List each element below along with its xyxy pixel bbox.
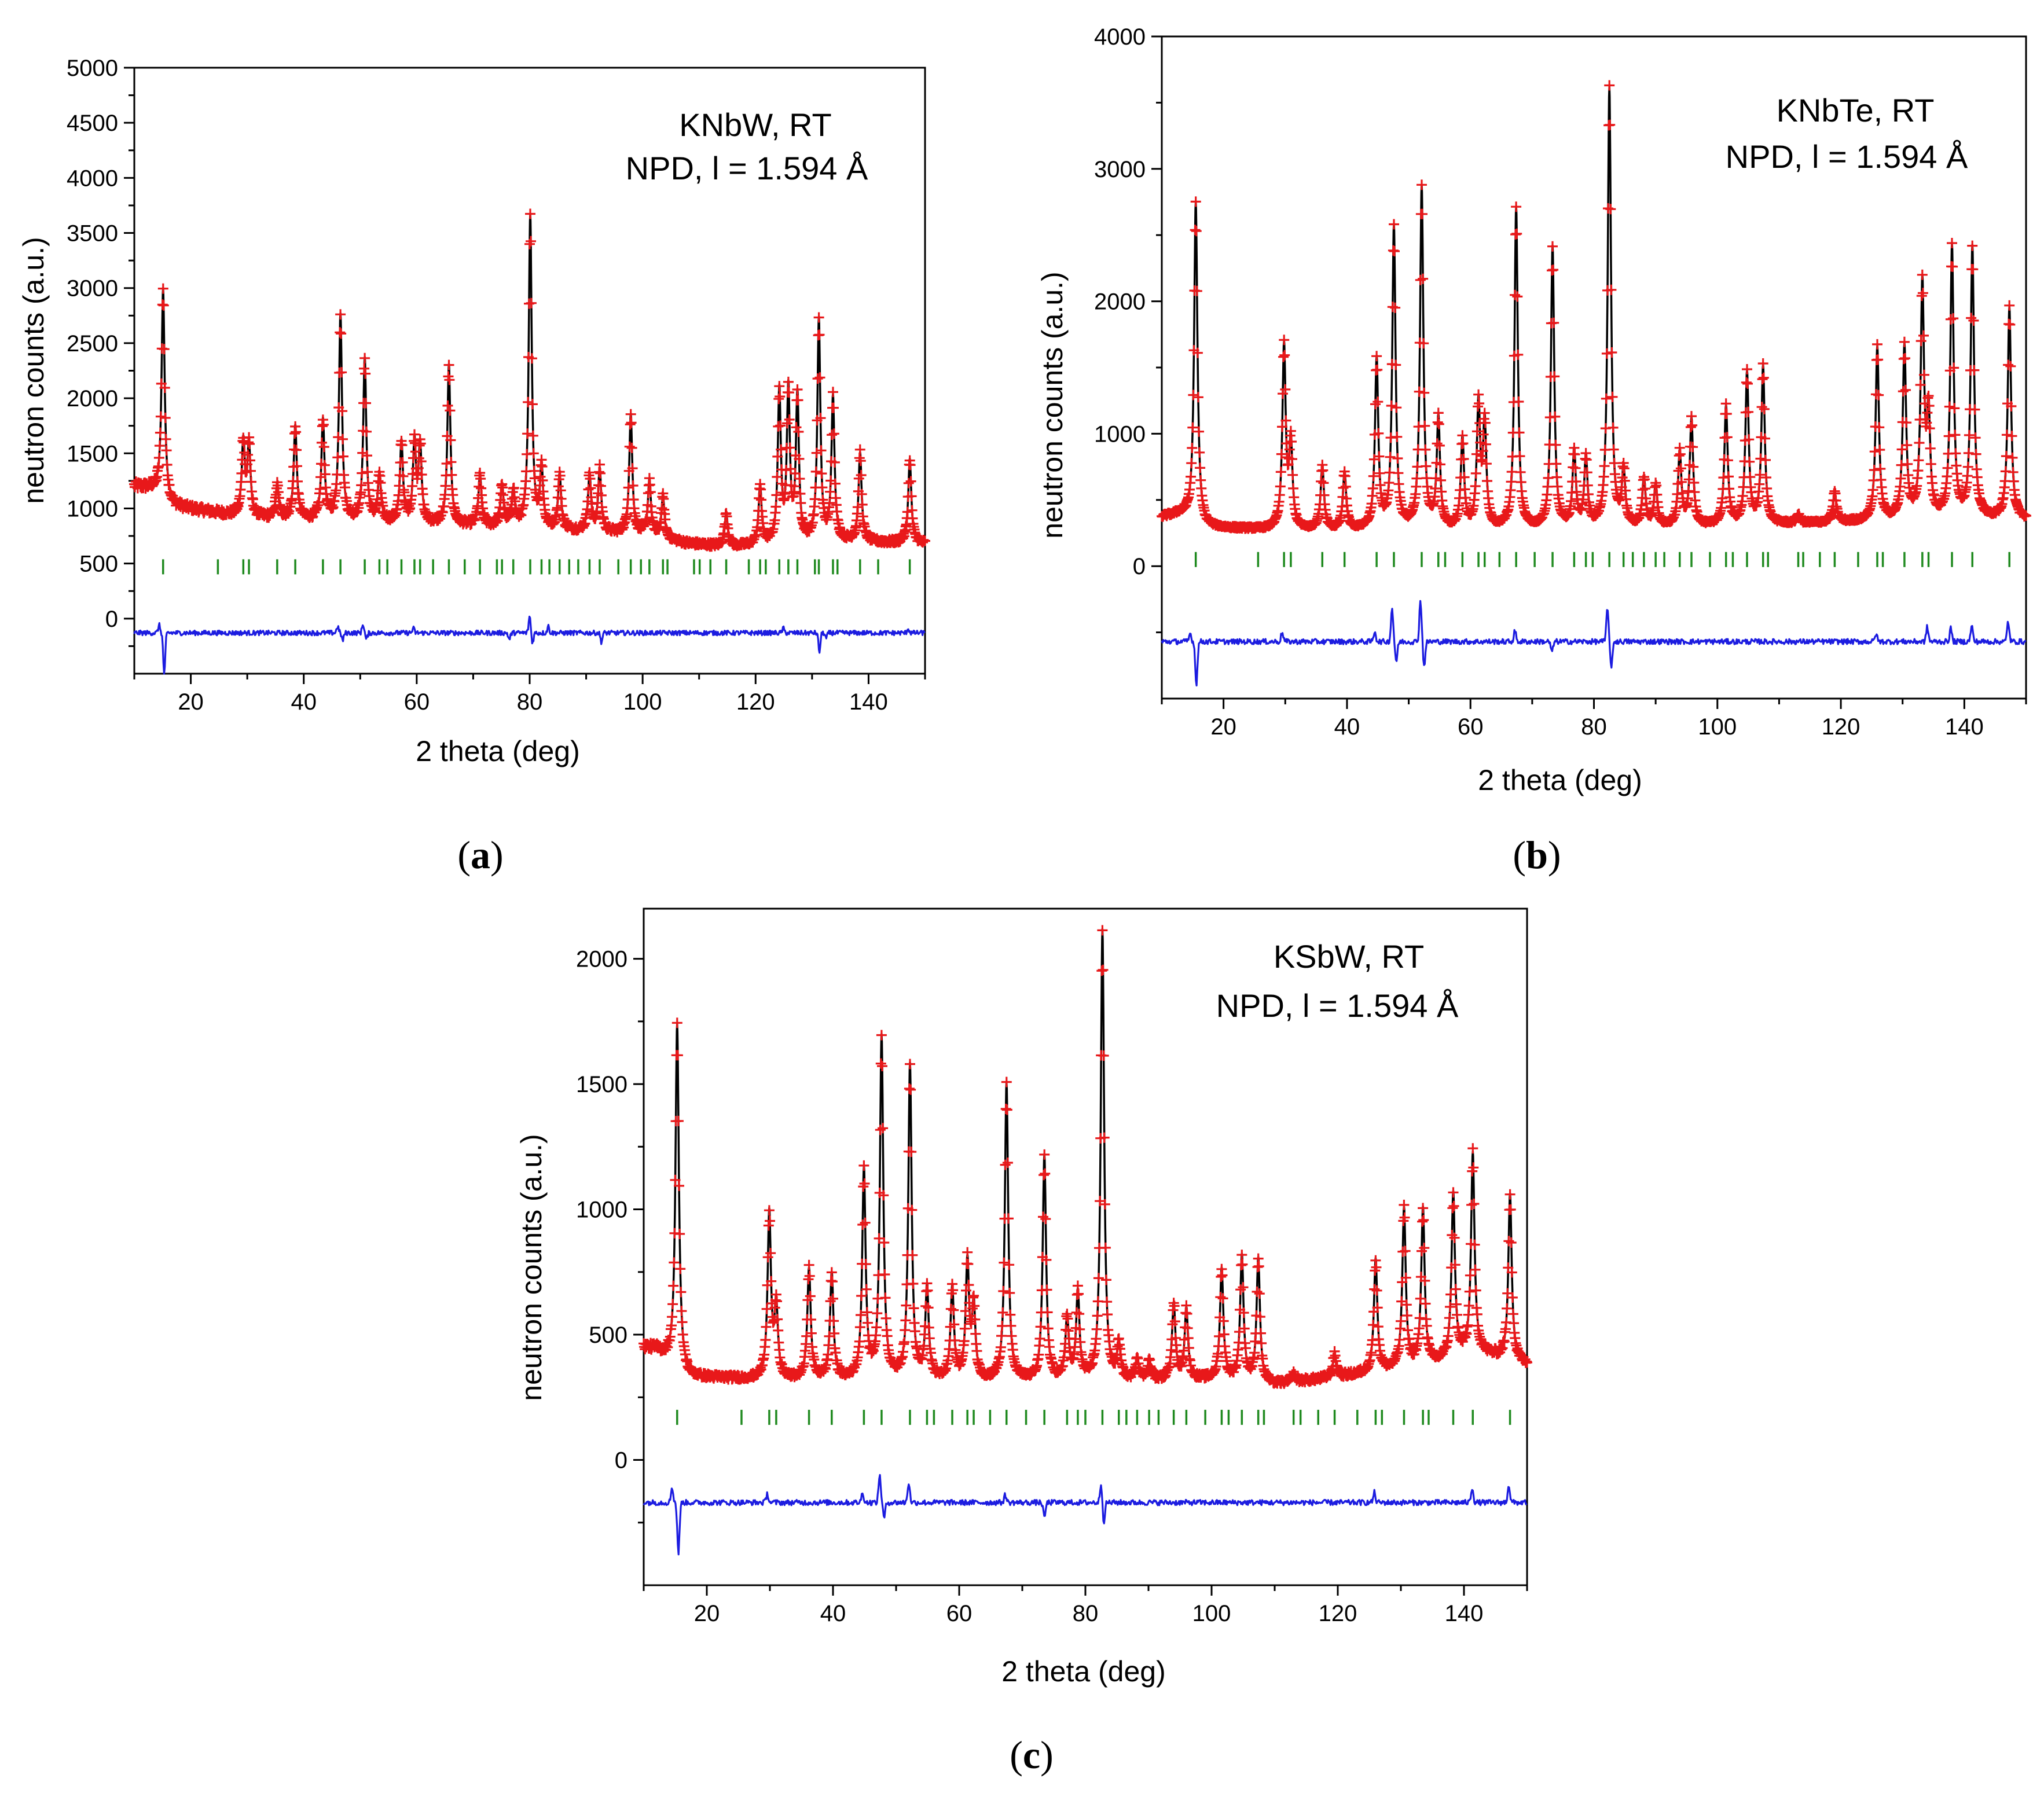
x-tick-label: 80 [1581,714,1607,740]
x-tick-label: 40 [820,1601,846,1626]
annotation-line-1: KSbW, RT [1274,938,1424,975]
x-tick-label: 80 [1073,1601,1099,1626]
y-tick-label: 500 [79,552,118,577]
panel-label-b: (b) [1513,833,1561,877]
x-tick-label: 120 [1319,1601,1357,1626]
x-tick-label: 20 [178,689,204,715]
x-tick-label: 40 [291,689,317,715]
plot-area-frame [1161,35,2027,700]
observed-data-crosses [638,925,1532,1389]
annotation-line-1: KNbTe, RT [1777,92,1935,128]
annotation-line-2: NPD, l = 1.594 Å [626,150,868,186]
x-tick-labels: 20 40 60 80 100 120 140 [1210,714,1983,740]
panel-label-a: (a) [457,833,503,877]
panel-letter: c [1023,1733,1040,1777]
x-tick-label: 60 [1458,714,1484,740]
y-axis-label: neutron counts (a.u.) [515,1134,548,1401]
y-tick-label: 2000 [576,947,627,972]
difference-series [1161,600,2027,687]
x-axis-label: 2 theta (deg) [1001,1655,1166,1688]
x-tick-label: 120 [1822,714,1860,740]
bragg-reflections [676,1409,1511,1425]
difference-series [133,615,926,675]
y-tick-label: 4500 [67,111,118,136]
y-tick-labels: 0 500 1000 1500 2000 [576,947,627,1474]
observed-series [1157,80,2031,534]
x-axis-label: 2 theta (deg) [1478,764,1642,796]
x-tick-label: 60 [404,689,430,715]
annotation-line-2: NPD, l = 1.594 Å [1216,987,1459,1024]
y-tick-label: 4000 [67,166,118,191]
x-tick-labels: 20 40 60 80 100 120 140 [178,689,887,715]
axis-ticks [633,958,1528,1596]
x-tick-label: 100 [1698,714,1737,740]
y-tick-label: 1000 [67,496,118,521]
y-tick-label: 4000 [1094,24,1146,50]
x-tick-label: 140 [1945,714,1984,740]
difference-profile-line [133,615,926,675]
panel-letter: a [471,833,490,877]
y-tick-label: 1500 [67,441,118,466]
chart-panel-c: 20 40 60 80 100 120 140 0 500 1000 1500 2000 KSbW,… [515,907,1532,1777]
x-tick-label: 80 [517,689,543,715]
y-tick-label: 3000 [67,276,118,302]
x-tick-label: 120 [736,689,775,715]
observed-series [638,925,1532,1389]
x-axis-label: 2 theta (deg) [416,735,580,767]
panel-label-c: (c) [1010,1733,1054,1777]
y-tick-label: 5000 [67,56,118,81]
axis-ticks [1151,35,2027,709]
y-axis-label: neutron counts (a.u.) [1036,271,1069,538]
x-tick-label: 20 [1210,714,1236,740]
panel-letter: b [1526,833,1548,877]
y-tick-label: 500 [589,1322,627,1348]
y-tick-labels: 0 1000 2000 3000 4000 [1094,24,1146,579]
bragg-reflections [1194,552,2010,567]
observed-data-crosses [129,208,930,552]
y-tick-label: 3500 [67,221,118,247]
observed-data-crosses [1157,80,2031,534]
y-tick-label: 0 [615,1448,627,1474]
y-tick-label: 2000 [1094,289,1146,315]
difference-profile-line [1161,600,2027,687]
y-tick-label: 1000 [576,1197,627,1223]
x-tick-labels: 20 40 60 80 100 120 140 [694,1601,1484,1626]
x-tick-label: 20 [694,1601,720,1626]
y-tick-label: 2000 [67,386,118,411]
y-tick-label: 0 [1133,554,1146,579]
y-tick-label: 1500 [576,1072,627,1097]
annotation-line-1: KNbW, RT [679,106,831,143]
difference-series [643,1474,1528,1556]
y-tick-label: 0 [105,607,118,632]
y-tick-label: 2500 [67,331,118,357]
x-tick-label: 140 [849,689,888,715]
x-tick-label: 100 [623,689,662,715]
bragg-reflections [162,559,911,575]
y-tick-label: 1000 [1094,421,1146,447]
annotation-line-2: NPD, l = 1.594 Å [1726,138,1968,175]
observed-series [129,208,930,552]
x-tick-label: 100 [1192,1601,1231,1626]
chart-panel-b: 20 40 60 80 100 120 140 0 1000 2000 3000 4000 KNbT… [1036,24,2031,877]
difference-profile-line [643,1474,1528,1556]
chart-panel-a: 20 40 60 80 100 120 140 0 500 1000 1500 2000 2500 30… [17,56,930,877]
x-tick-label: 60 [946,1601,973,1626]
y-tick-label: 3000 [1094,157,1146,182]
y-tick-labels: 0 500 1000 1500 2000 2500 3000 3500 4000 4500 5000 [67,56,118,632]
x-tick-label: 40 [1334,714,1360,740]
x-tick-label: 140 [1445,1601,1484,1626]
y-axis-label: neutron counts (a.u.) [17,237,50,504]
